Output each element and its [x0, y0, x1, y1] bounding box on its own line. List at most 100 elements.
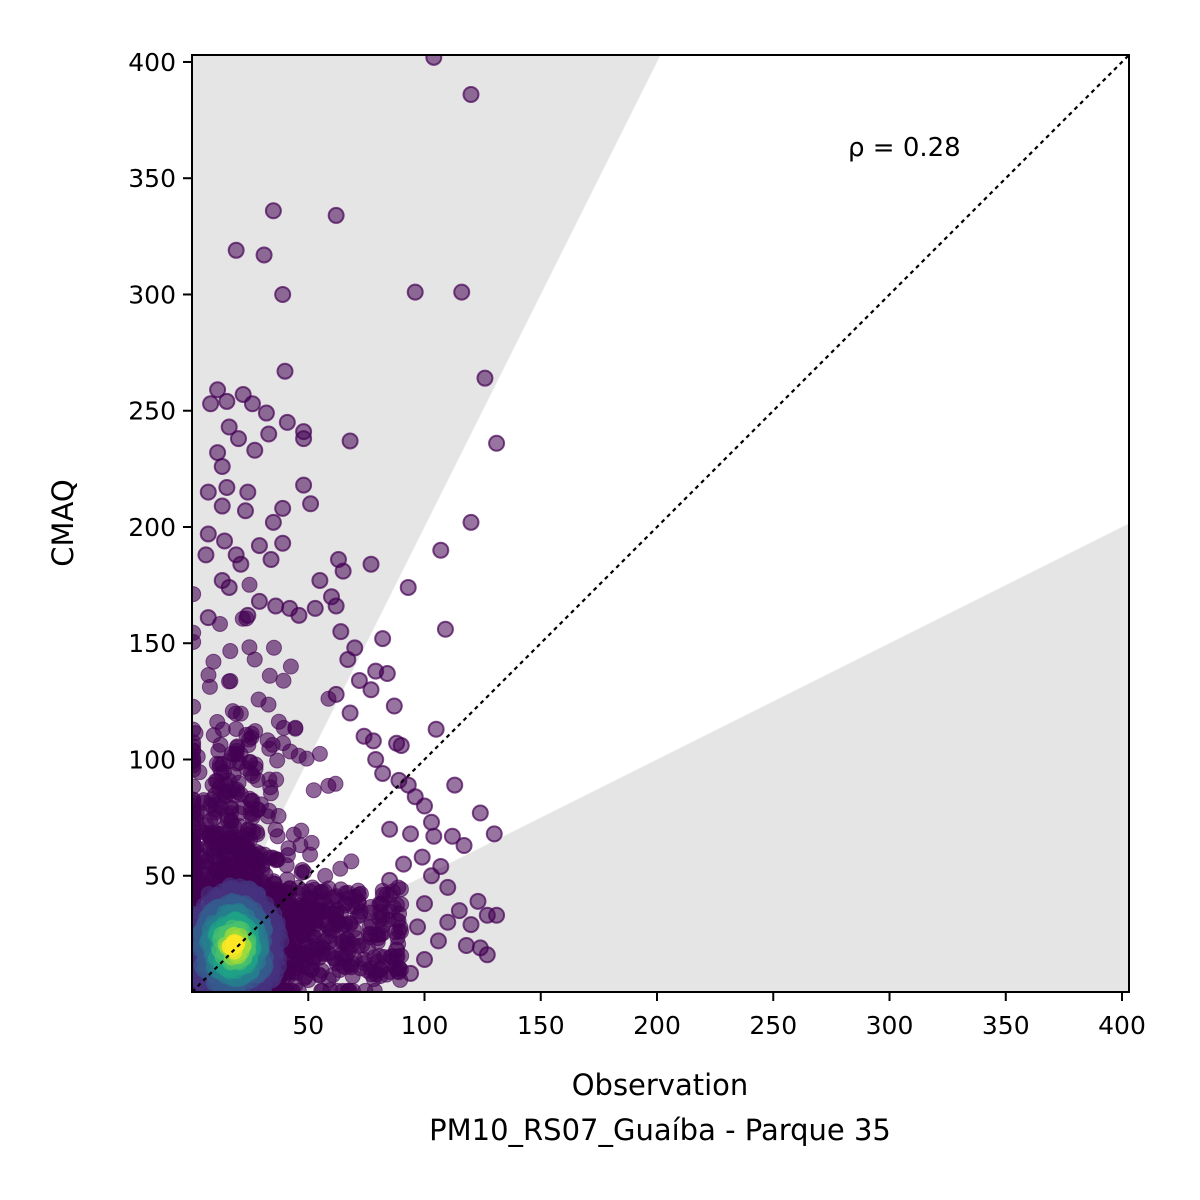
scatter-point [295, 430, 313, 448]
scatter-point [422, 867, 440, 885]
scatter-point [469, 892, 487, 910]
scatter-point [374, 764, 392, 782]
scatter-point [264, 513, 282, 531]
scatter-point [341, 704, 359, 722]
scatter-point [302, 495, 320, 513]
scatter-point [462, 513, 480, 531]
scatter-point [221, 673, 238, 690]
x-tick-label: 50 [292, 1011, 324, 1040]
scatter-point [259, 808, 276, 825]
scatter-point [334, 562, 352, 580]
scatter-point [341, 432, 359, 450]
scatter-point [192, 698, 202, 715]
y-tick-label: 350 [128, 164, 176, 193]
scatter-point [290, 747, 307, 764]
scatter-point [249, 771, 266, 788]
scatter-point [339, 651, 357, 669]
scatter-point [422, 813, 440, 831]
scatter-point [213, 497, 231, 515]
scatter-point [453, 283, 471, 301]
scatter-point [246, 651, 263, 668]
scatter-point [282, 658, 299, 675]
scatter-point [425, 55, 443, 66]
scatter-point [260, 696, 277, 713]
scatter-point [350, 671, 368, 689]
scatter-point [374, 630, 392, 648]
scatter-point [327, 685, 345, 703]
scatter-point [192, 633, 202, 650]
one-to-one-line [192, 55, 1129, 992]
scatter-point [255, 246, 273, 264]
scatter-point [332, 623, 350, 641]
scatter-point [197, 546, 215, 564]
scatter-point [320, 777, 337, 794]
scatter-point [205, 653, 222, 670]
scatter-point [462, 86, 480, 104]
scatter-point [446, 776, 464, 794]
scatter-point [274, 534, 292, 552]
scatter-point [218, 478, 236, 496]
scatter-point [261, 740, 278, 757]
scatter-point [275, 672, 292, 689]
scatter-point [462, 916, 480, 934]
scatter-point [392, 737, 410, 755]
scatter-point [429, 932, 447, 950]
scatter-point [209, 381, 227, 399]
scatter-point [250, 537, 268, 555]
scatter-point [260, 425, 278, 443]
scatter-point [263, 785, 280, 802]
scatter-point [230, 430, 248, 448]
scatter-points [192, 55, 506, 992]
scatter-point [406, 283, 424, 301]
y-axis-ticks: 50 100 150 200 250 300 350 400 [128, 48, 192, 891]
scatter-point [243, 395, 261, 413]
scatter-point [218, 392, 236, 410]
scatter-point [313, 982, 330, 992]
x-tick-label: 300 [866, 1011, 914, 1040]
scatter-point [388, 941, 406, 959]
scatter-point [413, 848, 431, 866]
scatter-point [192, 764, 208, 781]
scatter-point [261, 667, 278, 684]
scatter-point [485, 825, 503, 843]
scatter-point [199, 483, 217, 501]
scatter-point [488, 434, 506, 452]
scatter-point [241, 576, 258, 593]
scatter-point [220, 418, 238, 436]
reference-line-group [192, 55, 1129, 992]
scatter-point [199, 609, 217, 627]
scatter-point [306, 599, 324, 617]
scatter-point [227, 241, 245, 259]
scatter-point [265, 639, 282, 656]
scatter-point [274, 499, 292, 517]
scatter-point [476, 369, 494, 387]
scatter-point [236, 502, 254, 520]
x-tick-label: 400 [1098, 1011, 1146, 1040]
x-tick-label: 200 [633, 1011, 681, 1040]
scatter-point [232, 555, 250, 573]
scatter-point [381, 871, 399, 889]
scatter-point [409, 918, 427, 936]
x-axis-title: Observation [572, 1068, 749, 1102]
x-axis-ticks: 50 100 150 200 250 300 350 400 [292, 992, 1146, 1040]
x-tick-label: 150 [517, 1011, 565, 1040]
scatter-point [455, 837, 473, 855]
scatter-point [192, 586, 202, 603]
scatter-point [381, 820, 399, 838]
scatter-point [276, 362, 294, 380]
scatter-point [416, 895, 434, 913]
scatter-point [450, 902, 468, 920]
plot-frame [191, 54, 1130, 993]
scatter-point [385, 697, 403, 715]
scatter-point [199, 525, 217, 543]
scatter-point [471, 804, 489, 822]
scatter-point [222, 643, 239, 660]
scatter-point [332, 860, 349, 877]
scatter-point [293, 864, 310, 881]
scatter-point [202, 395, 220, 413]
scatter-point [295, 476, 313, 494]
scatter-point [213, 458, 231, 476]
x-tick-label: 250 [749, 1011, 797, 1040]
scatter-point [250, 592, 268, 610]
